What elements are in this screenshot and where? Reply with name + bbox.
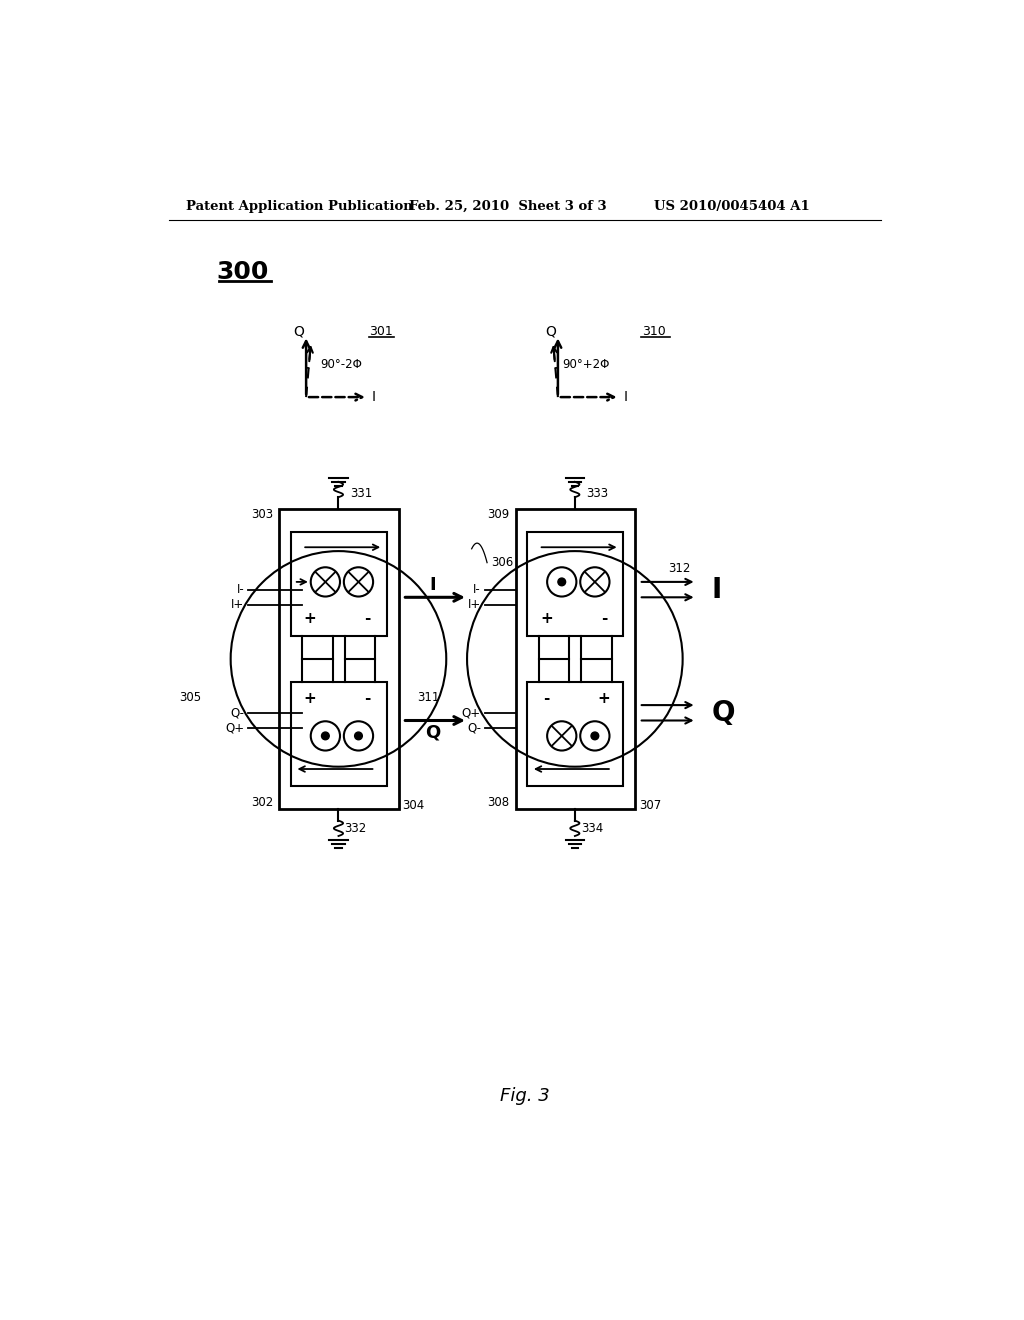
Text: -: - [601,611,607,627]
Text: +: + [598,692,610,706]
Text: +: + [303,692,316,706]
Text: Q: Q [545,325,556,339]
Text: 302: 302 [251,796,273,809]
Text: Q+: Q+ [462,706,481,719]
Text: 309: 309 [487,508,509,521]
Text: 300: 300 [216,260,268,284]
Text: 312: 312 [669,561,691,574]
Circle shape [322,733,330,739]
Circle shape [354,733,362,739]
Text: I: I [372,391,376,404]
Text: Fig. 3: Fig. 3 [500,1088,550,1105]
Text: Q-: Q- [467,722,481,735]
Text: 333: 333 [587,487,608,500]
Text: I: I [624,391,628,404]
Text: Q: Q [712,698,735,727]
Text: 311: 311 [417,690,439,704]
Text: 310: 310 [642,325,666,338]
Text: Q-: Q- [230,706,245,719]
Text: Q: Q [293,325,304,339]
Circle shape [558,578,565,586]
Text: Q+: Q+ [225,722,245,735]
Bar [515,508,635,809]
Text: 331: 331 [350,487,373,500]
Text: 304: 304 [402,799,425,812]
Text: Patent Application Publication: Patent Application Publication [186,199,413,213]
Text: 303: 303 [251,508,273,521]
Text: +: + [540,611,553,627]
Text: 306: 306 [490,556,513,569]
Text: -: - [365,692,371,706]
Text: 334: 334 [581,822,603,834]
Text: I-: I- [237,583,245,597]
Text: 90°+2Φ: 90°+2Φ [562,358,609,371]
Bar [280,508,398,809]
Text: I-: I- [473,583,481,597]
Circle shape [591,733,599,739]
Text: -: - [543,692,550,706]
Text: 301: 301 [369,325,392,338]
Text: I: I [712,576,722,603]
Bar [527,532,624,636]
Bar [527,682,624,785]
Text: US 2010/0045404 A1: US 2010/0045404 A1 [654,199,810,213]
Text: +: + [303,611,316,627]
Text: Feb. 25, 2010  Sheet 3 of 3: Feb. 25, 2010 Sheet 3 of 3 [410,199,607,213]
Text: Q: Q [426,723,440,742]
Bar [291,682,387,785]
Text: 307: 307 [639,799,662,812]
Text: 305: 305 [179,690,201,704]
Text: 308: 308 [487,796,509,809]
Text: 332: 332 [345,822,367,834]
Bar [291,532,387,636]
Text: I+: I+ [468,598,481,611]
Text: I: I [430,576,436,594]
Text: -: - [365,611,371,627]
Text: I+: I+ [231,598,245,611]
Text: 90°-2Φ: 90°-2Φ [319,358,361,371]
